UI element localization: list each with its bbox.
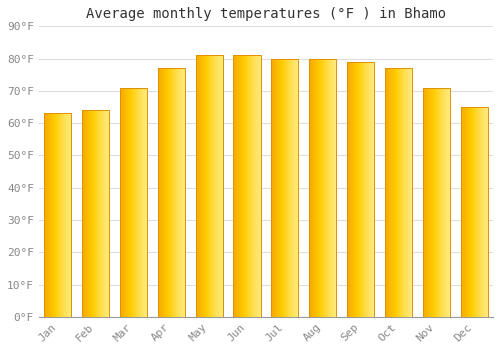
Bar [422,88,450,317]
Bar [158,68,185,317]
Bar [82,110,109,317]
Bar [347,62,374,317]
Bar [120,88,147,317]
Bar [234,55,260,317]
Bar [460,107,488,317]
Title: Average monthly temperatures (°F ) in Bhamo: Average monthly temperatures (°F ) in Bh… [86,7,446,21]
Bar [44,113,72,317]
Bar [309,58,336,317]
Bar [271,58,298,317]
Bar [196,55,223,317]
Bar [385,68,412,317]
